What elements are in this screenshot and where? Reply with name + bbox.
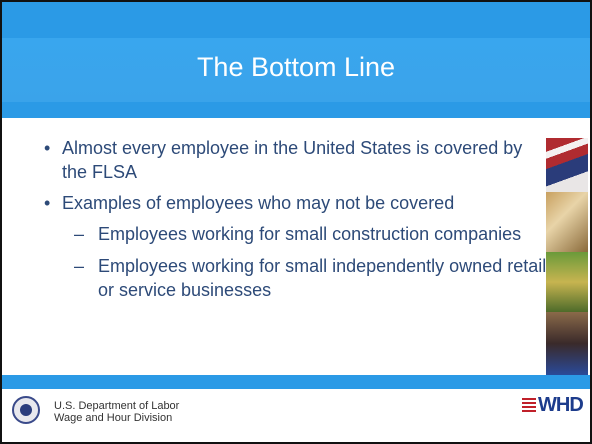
flag-photo: [546, 138, 588, 192]
footer-text: U.S. Department of Labor Wage and Hour D…: [54, 400, 179, 424]
bottom-bar: [2, 375, 590, 389]
workers-photo: [546, 192, 588, 252]
sub-bullet: Employees working for small independentl…: [62, 254, 547, 302]
farm-photo: [546, 252, 588, 312]
slide-title: The Bottom Line: [2, 52, 590, 83]
bullet: Almost every employee in the United Stat…: [32, 136, 547, 184]
sub-bullet-list: Employees working for small construction…: [62, 222, 547, 302]
sub-bullet: Employees working for small construction…: [62, 222, 547, 246]
worker-photo: [546, 312, 588, 375]
whd-logo: WHD: [522, 394, 583, 417]
bullet-text: Examples of employees who may not be cov…: [62, 193, 454, 213]
slide: The Bottom Line Almost every employee in…: [0, 0, 592, 444]
bullet: Examples of employees who may not be cov…: [32, 191, 547, 302]
footer-line: Wage and Hour Division: [54, 412, 179, 424]
dol-seal: [12, 396, 40, 424]
footer-line: U.S. Department of Labor: [54, 400, 179, 412]
bullet-list: Almost every employee in the United Stat…: [32, 136, 547, 310]
bullet-text: Almost every employee in the United Stat…: [62, 138, 522, 182]
